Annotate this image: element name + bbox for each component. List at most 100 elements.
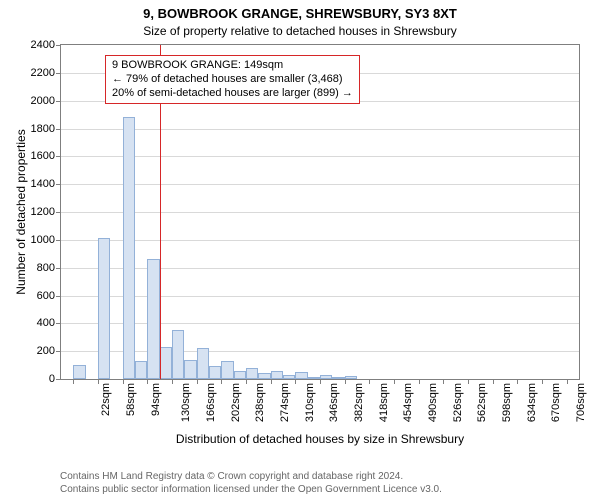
histogram-bar: [184, 360, 196, 379]
gridline-h: [61, 268, 579, 269]
ytick-label: 2200: [31, 67, 55, 79]
ytick-mark: [56, 212, 61, 213]
ytick-mark: [56, 268, 61, 269]
xtick-label: 310sqm: [304, 383, 316, 422]
ytick-mark: [56, 73, 61, 74]
xtick-mark: [345, 379, 346, 384]
histogram-bar: [345, 376, 357, 379]
histogram-bar: [98, 238, 110, 379]
ytick-mark: [56, 101, 61, 102]
histogram-bar: [234, 371, 246, 379]
xtick-mark: [468, 379, 469, 384]
xtick-label: 670sqm: [550, 383, 562, 422]
xtick-label: 274sqm: [279, 383, 291, 422]
histogram-bar: [258, 373, 270, 379]
ytick-label: 1000: [31, 234, 55, 246]
xtick-label: 94sqm: [150, 383, 162, 416]
gridline-h: [61, 129, 579, 130]
xtick-label: 634sqm: [526, 383, 538, 422]
annotation-line-3: 20% of semi-detached houses are larger (…: [112, 87, 353, 101]
histogram-bar: [197, 348, 209, 379]
xtick-mark: [394, 379, 395, 384]
xtick-label: 166sqm: [205, 383, 217, 422]
ytick-mark: [56, 323, 61, 324]
ytick-label: 1800: [31, 123, 55, 135]
xtick-mark: [98, 379, 99, 384]
ytick-mark: [56, 296, 61, 297]
gridline-h: [61, 184, 579, 185]
plot-area: 0200400600800100012001400160018002000220…: [60, 44, 580, 380]
ytick-label: 0: [49, 373, 55, 385]
ytick-label: 2400: [31, 39, 55, 51]
gridline-h: [61, 323, 579, 324]
histogram-bar: [283, 375, 295, 379]
xtick-mark: [542, 379, 543, 384]
xtick-mark: [271, 379, 272, 384]
histogram-bar: [147, 259, 159, 379]
ytick-label: 1200: [31, 206, 55, 218]
histogram-bar: [209, 366, 221, 379]
chart-title: 9, BOWBROOK GRANGE, SHREWSBURY, SY3 8XT: [0, 6, 600, 21]
xtick-mark: [419, 379, 420, 384]
xtick-mark: [320, 379, 321, 384]
ytick-label: 2000: [31, 95, 55, 107]
xtick-mark: [221, 379, 222, 384]
histogram-bar: [73, 365, 85, 379]
ytick-mark: [56, 379, 61, 380]
xtick-label: 598sqm: [501, 383, 513, 422]
xtick-mark: [493, 379, 494, 384]
annotation-line-1: 9 BOWBROOK GRANGE: 149sqm: [112, 59, 353, 73]
xtick-label: 238sqm: [254, 383, 266, 422]
gridline-h: [61, 212, 579, 213]
xtick-label: 22sqm: [100, 383, 112, 416]
histogram-bar: [135, 361, 147, 379]
annotation-box: 9 BOWBROOK GRANGE: 149sqm← 79% of detach…: [105, 55, 360, 104]
xtick-label: 382sqm: [353, 383, 365, 422]
xtick-mark: [246, 379, 247, 384]
ytick-mark: [56, 45, 61, 46]
chart-subtitle: Size of property relative to detached ho…: [0, 24, 600, 38]
xtick-label: 58sqm: [125, 383, 137, 416]
xtick-label: 490sqm: [427, 383, 439, 422]
gridline-h: [61, 351, 579, 352]
ytick-mark: [56, 240, 61, 241]
attribution-text: Contains HM Land Registry data © Crown c…: [60, 471, 590, 496]
x-axis-label: Distribution of detached houses by size …: [60, 432, 580, 446]
histogram-bar: [221, 361, 233, 379]
xtick-mark: [197, 379, 198, 384]
ytick-mark: [56, 129, 61, 130]
histogram-bar: [271, 371, 283, 379]
attribution-line-1: Contains HM Land Registry data © Crown c…: [60, 471, 590, 484]
ytick-label: 800: [37, 262, 55, 274]
xtick-mark: [295, 379, 296, 384]
gridline-h: [61, 296, 579, 297]
xtick-mark: [369, 379, 370, 384]
ytick-mark: [56, 184, 61, 185]
xtick-mark: [517, 379, 518, 384]
xtick-label: 706sqm: [575, 383, 587, 422]
attribution-line-2: Contains public sector information licen…: [60, 484, 590, 497]
ytick-label: 600: [37, 290, 55, 302]
ytick-label: 200: [37, 345, 55, 357]
gridline-h: [61, 156, 579, 157]
y-axis-label: Number of detached properties: [14, 44, 28, 380]
xtick-label: 562sqm: [476, 383, 488, 422]
xtick-mark: [567, 379, 568, 384]
xtick-mark: [443, 379, 444, 384]
histogram-bar: [308, 377, 320, 379]
histogram-bar: [295, 372, 307, 379]
xtick-mark: [73, 379, 74, 384]
xtick-label: 130sqm: [180, 383, 192, 422]
histogram-bar: [160, 347, 172, 379]
xtick-label: 454sqm: [402, 383, 414, 422]
ytick-mark: [56, 351, 61, 352]
xtick-mark: [147, 379, 148, 384]
ytick-mark: [56, 156, 61, 157]
xtick-mark: [123, 379, 124, 384]
ytick-label: 400: [37, 317, 55, 329]
histogram-bar: [172, 330, 184, 379]
xtick-label: 202sqm: [230, 383, 242, 422]
histogram-bar: [320, 375, 332, 379]
xtick-label: 418sqm: [378, 383, 390, 422]
xtick-label: 526sqm: [452, 383, 464, 422]
